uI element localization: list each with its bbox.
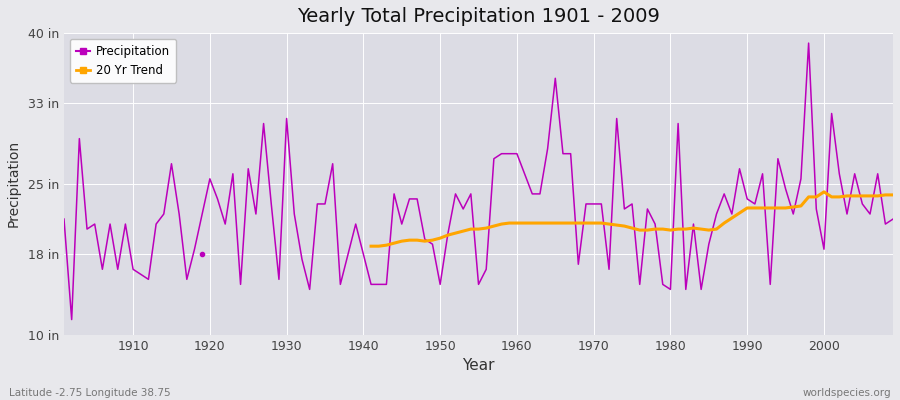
- X-axis label: Year: Year: [463, 358, 495, 373]
- Title: Yearly Total Precipitation 1901 - 2009: Yearly Total Precipitation 1901 - 2009: [297, 7, 660, 26]
- Y-axis label: Precipitation: Precipitation: [7, 140, 21, 228]
- Text: worldspecies.org: worldspecies.org: [803, 388, 891, 398]
- Text: Latitude -2.75 Longitude 38.75: Latitude -2.75 Longitude 38.75: [9, 388, 171, 398]
- Legend: Precipitation, 20 Yr Trend: Precipitation, 20 Yr Trend: [70, 39, 176, 83]
